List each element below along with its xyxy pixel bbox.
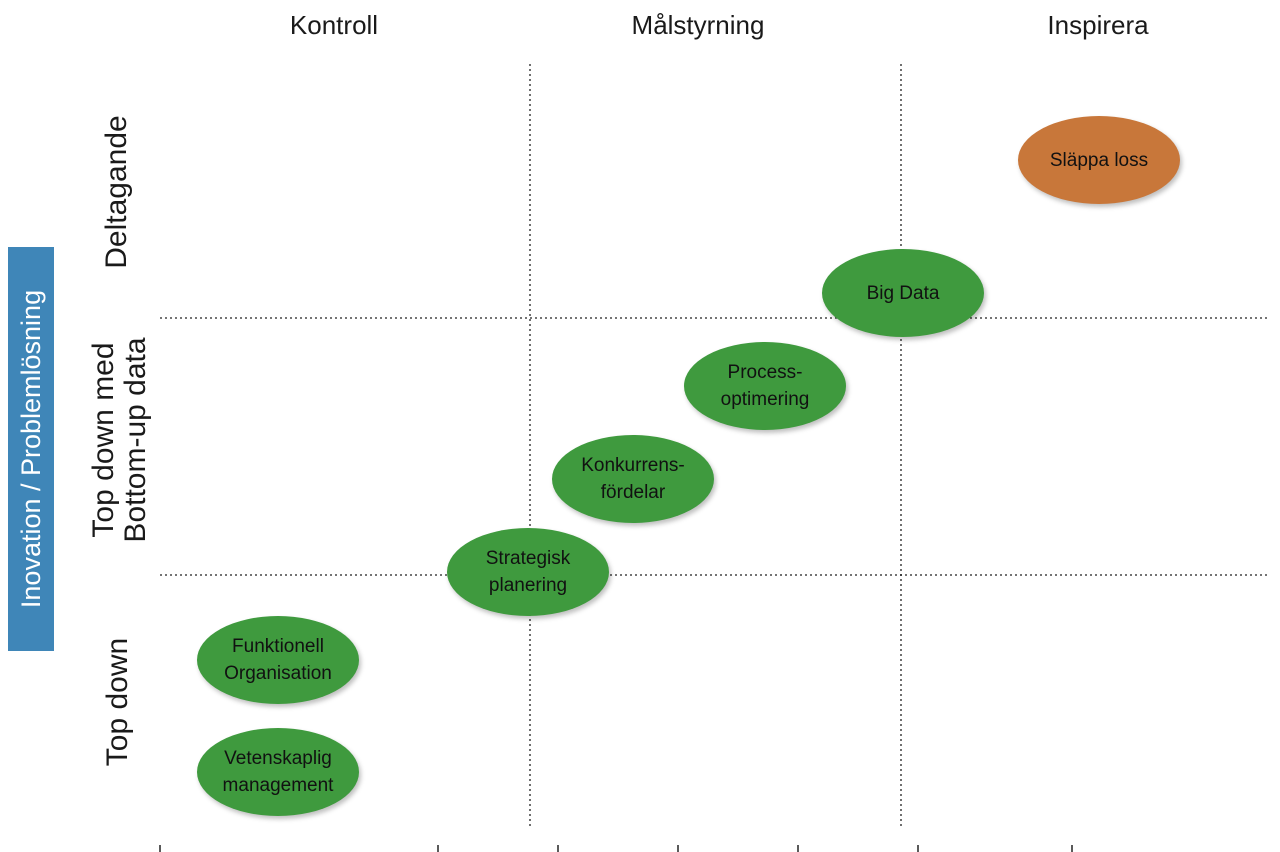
node-slappa-loss: Släppa loss	[1018, 116, 1180, 204]
node-konkurrensfordelar: Konkurrens- fördelar	[552, 435, 714, 523]
node-big-data: Big Data	[822, 249, 984, 337]
node-vetenskaplig-management: Vetenskaplig management	[197, 728, 359, 816]
column-header-inspirera: Inspirera	[1047, 10, 1149, 40]
column-header-kontroll: Kontroll	[289, 10, 379, 40]
column-header-malstyrning: Målstyrning	[631, 10, 765, 40]
node-funktionell-organisation: Funktionell Organisation	[197, 616, 359, 704]
node-strategisk-planering: Strategisk planering	[447, 528, 609, 616]
node-process-optimering: Process- optimering	[684, 342, 846, 430]
